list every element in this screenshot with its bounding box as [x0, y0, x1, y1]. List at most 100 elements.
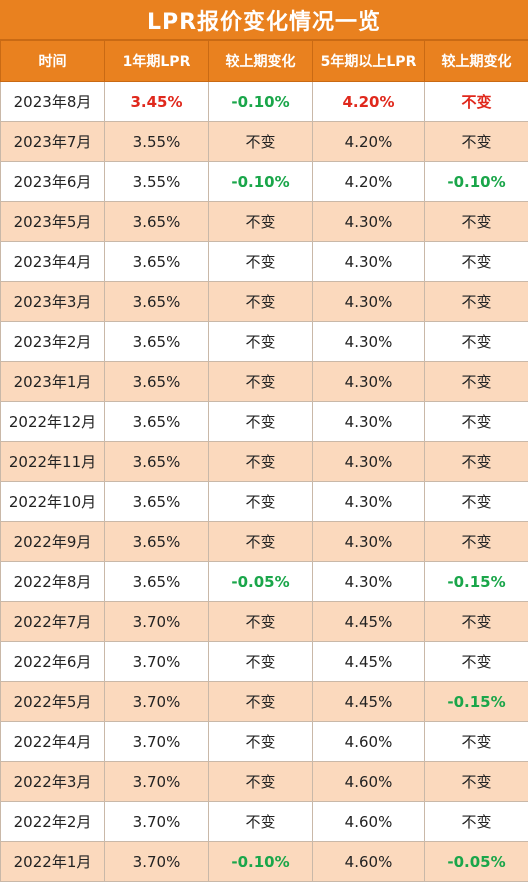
cell-date: 2022年3月 [1, 762, 105, 802]
cell-change-1y: 不变 [209, 442, 313, 482]
cell-date: 2022年8月 [1, 562, 105, 602]
cell-change-5y: -0.15% [425, 562, 528, 602]
cell-change-1y: -0.10% [209, 842, 313, 882]
cell-change-1y: 不变 [209, 202, 313, 242]
cell-change-1y: 不变 [209, 482, 313, 522]
cell-lpr-1y: 3.65% [105, 562, 209, 602]
cell-lpr-1y: 3.65% [105, 522, 209, 562]
cell-lpr-1y: 3.70% [105, 682, 209, 722]
cell-change-5y: 不变 [425, 522, 528, 562]
cell-change-1y: -0.10% [209, 162, 313, 202]
cell-change-1y: -0.10% [209, 82, 313, 122]
cell-lpr-1y: 3.65% [105, 322, 209, 362]
cell-lpr-5y: 4.60% [313, 722, 425, 762]
cell-lpr-5y: 4.30% [313, 442, 425, 482]
page-title: LPR报价变化情况一览 [0, 0, 528, 40]
cell-lpr-1y: 3.65% [105, 242, 209, 282]
cell-lpr-5y: 4.30% [313, 402, 425, 442]
cell-date: 2022年2月 [1, 802, 105, 842]
cell-change-5y: -0.10% [425, 162, 528, 202]
cell-lpr-5y: 4.30% [313, 242, 425, 282]
cell-date: 2022年10月 [1, 482, 105, 522]
cell-lpr-5y: 4.20% [313, 162, 425, 202]
cell-change-5y: 不变 [425, 402, 528, 442]
cell-lpr-1y: 3.65% [105, 442, 209, 482]
cell-change-1y: 不变 [209, 242, 313, 282]
cell-change-1y: 不变 [209, 802, 313, 842]
cell-change-1y: 不变 [209, 722, 313, 762]
cell-lpr-1y: 3.70% [105, 762, 209, 802]
cell-lpr-5y: 4.30% [313, 202, 425, 242]
cell-date: 2022年1月 [1, 842, 105, 882]
cell-change-5y: 不变 [425, 642, 528, 682]
cell-lpr-1y: 3.70% [105, 722, 209, 762]
header-date: 时间 [1, 41, 105, 82]
cell-change-5y: 不变 [425, 602, 528, 642]
cell-lpr-1y: 3.70% [105, 802, 209, 842]
cell-change-5y: 不变 [425, 322, 528, 362]
cell-lpr-5y: 4.30% [313, 362, 425, 402]
cell-date: 2023年1月 [1, 362, 105, 402]
cell-lpr-5y: 4.45% [313, 642, 425, 682]
cell-date: 2023年3月 [1, 282, 105, 322]
cell-change-1y: 不变 [209, 402, 313, 442]
cell-lpr-1y: 3.65% [105, 362, 209, 402]
cell-lpr-1y: 3.70% [105, 602, 209, 642]
cell-change-1y: 不变 [209, 642, 313, 682]
cell-lpr-5y: 4.20% [313, 122, 425, 162]
cell-change-1y: 不变 [209, 322, 313, 362]
cell-date: 2022年9月 [1, 522, 105, 562]
cell-change-5y: 不变 [425, 762, 528, 802]
cell-date: 2022年6月 [1, 642, 105, 682]
cell-lpr-5y: 4.30% [313, 322, 425, 362]
cell-change-1y: -0.05% [209, 562, 313, 602]
cell-change-1y: 不变 [209, 282, 313, 322]
cell-lpr-5y: 4.20% [313, 82, 425, 122]
cell-date: 2022年4月 [1, 722, 105, 762]
cell-date: 2023年2月 [1, 322, 105, 362]
cell-lpr-5y: 4.60% [313, 802, 425, 842]
header-lpr-1y: 1年期LPR [105, 41, 209, 82]
cell-lpr-1y: 3.45% [105, 82, 209, 122]
cell-change-5y: 不变 [425, 442, 528, 482]
cell-lpr-1y: 3.65% [105, 282, 209, 322]
cell-lpr-5y: 4.30% [313, 482, 425, 522]
cell-change-5y: -0.15% [425, 682, 528, 722]
cell-change-1y: 不变 [209, 602, 313, 642]
cell-date: 2023年7月 [1, 122, 105, 162]
cell-lpr-1y: 3.55% [105, 122, 209, 162]
cell-lpr-1y: 3.55% [105, 162, 209, 202]
cell-lpr-1y: 3.65% [105, 202, 209, 242]
cell-change-5y: 不变 [425, 122, 528, 162]
cell-change-5y: 不变 [425, 242, 528, 282]
cell-change-5y: 不变 [425, 202, 528, 242]
cell-change-5y: 不变 [425, 282, 528, 322]
cell-date: 2022年7月 [1, 602, 105, 642]
cell-change-5y: 不变 [425, 482, 528, 522]
cell-lpr-5y: 4.45% [313, 602, 425, 642]
cell-lpr-5y: 4.45% [313, 682, 425, 722]
header-change-1y: 较上期变化 [209, 41, 313, 82]
cell-lpr-5y: 4.60% [313, 762, 425, 802]
cell-lpr-5y: 4.30% [313, 522, 425, 562]
cell-change-1y: 不变 [209, 362, 313, 402]
